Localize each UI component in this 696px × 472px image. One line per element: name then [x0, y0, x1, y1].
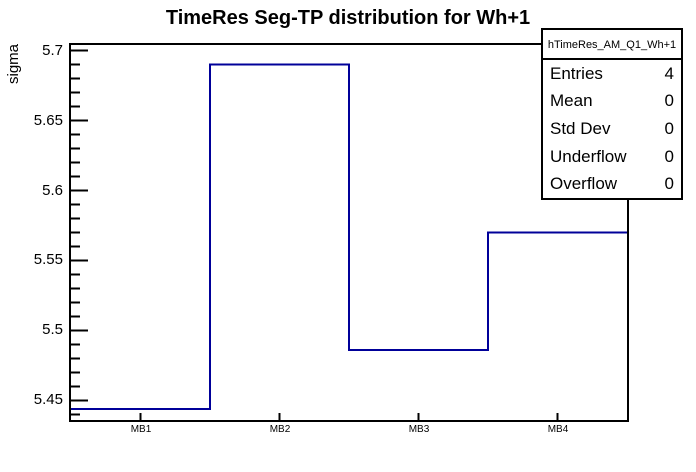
stats-row-label: Mean	[550, 91, 593, 111]
x-tick-label: MB3	[408, 424, 430, 435]
stats-row-value: 0	[664, 118, 674, 138]
y-tick-label: 5.7	[42, 42, 63, 59]
y-tick-label: 5.45	[33, 391, 63, 408]
x-tick-label: MB4	[547, 424, 569, 435]
stats-row-label: Underflow	[550, 146, 627, 166]
plot-frame	[69, 43, 629, 422]
stats-row-value: 0	[664, 146, 674, 166]
x-tick-label: MB2	[269, 424, 291, 435]
y-tick-label: 5.6	[42, 182, 63, 199]
stats-row-label: Entries	[550, 63, 603, 83]
stats-row: Entries 4	[543, 60, 681, 88]
stats-row: Overflow 0	[543, 170, 681, 198]
stats-row-value: 0	[664, 91, 674, 111]
stats-row-value: 4	[664, 63, 674, 83]
stats-row: Underflow 0	[543, 143, 681, 171]
y-tick-label: 5.5	[42, 321, 63, 338]
plot-area	[71, 49, 627, 420]
stats-rows: Entries 4 Mean 0 Std Dev 0 Underflow 0 O…	[543, 60, 681, 198]
stats-row-label: Std Dev	[550, 118, 611, 138]
histogram-line	[71, 63, 627, 410]
stats-box: hTimeRes_AM_Q1_Wh+1 Entries 4 Mean 0 Std…	[541, 28, 683, 200]
stats-row-label: Overflow	[550, 174, 618, 194]
stats-row: Std Dev 0	[543, 115, 681, 143]
stats-box-title: hTimeRes_AM_Q1_Wh+1	[543, 30, 681, 60]
y-tick-label: 5.55	[33, 251, 63, 268]
chart-title: TimeRes Seg-TP distribution for Wh+1	[165, 7, 531, 29]
x-tick-label: MB1	[130, 424, 152, 435]
stats-row: Mean 0	[543, 88, 681, 116]
y-tick-label: 5.65	[33, 112, 63, 129]
stats-row-value: 0	[664, 174, 674, 194]
